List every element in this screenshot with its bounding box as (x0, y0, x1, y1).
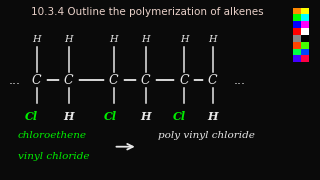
Bar (293, 8, 301, 14)
Text: ...: ... (8, 74, 20, 87)
Text: C: C (32, 74, 42, 87)
Text: H: H (33, 35, 41, 44)
Bar (301, 28, 309, 35)
Text: H: H (109, 35, 118, 44)
Bar (293, 21, 301, 28)
Text: H: H (180, 35, 188, 44)
Bar (293, 42, 301, 49)
Text: H: H (140, 111, 151, 122)
Text: C: C (109, 74, 118, 87)
Text: H: H (65, 35, 73, 44)
Text: C: C (141, 74, 150, 87)
Bar (293, 28, 301, 35)
Text: chloroethene: chloroethene (18, 131, 87, 140)
Text: 10.3.4 Outline the polymerization of alkenes: 10.3.4 Outline the polymerization of alk… (31, 7, 263, 17)
Text: H: H (209, 35, 217, 44)
Text: C: C (64, 74, 74, 87)
Bar (301, 14, 309, 21)
Bar (301, 21, 309, 28)
Bar (293, 14, 301, 21)
Text: vinyl chloride: vinyl chloride (18, 152, 89, 161)
Bar (301, 8, 309, 14)
Text: Cl: Cl (24, 111, 38, 122)
Text: H: H (64, 111, 74, 122)
Text: Cl: Cl (104, 111, 117, 122)
Bar (293, 55, 301, 62)
Text: H: H (141, 35, 150, 44)
Text: C: C (208, 74, 218, 87)
Text: C: C (179, 74, 189, 87)
Bar (293, 49, 301, 55)
Text: H: H (208, 111, 218, 122)
Bar (301, 55, 309, 62)
Bar (301, 49, 309, 55)
Bar (293, 35, 301, 42)
Text: Cl: Cl (173, 111, 187, 122)
Text: poly vinyl chloride: poly vinyl chloride (158, 131, 255, 140)
Bar (301, 42, 309, 49)
Bar (301, 35, 309, 42)
Text: ...: ... (234, 74, 246, 87)
